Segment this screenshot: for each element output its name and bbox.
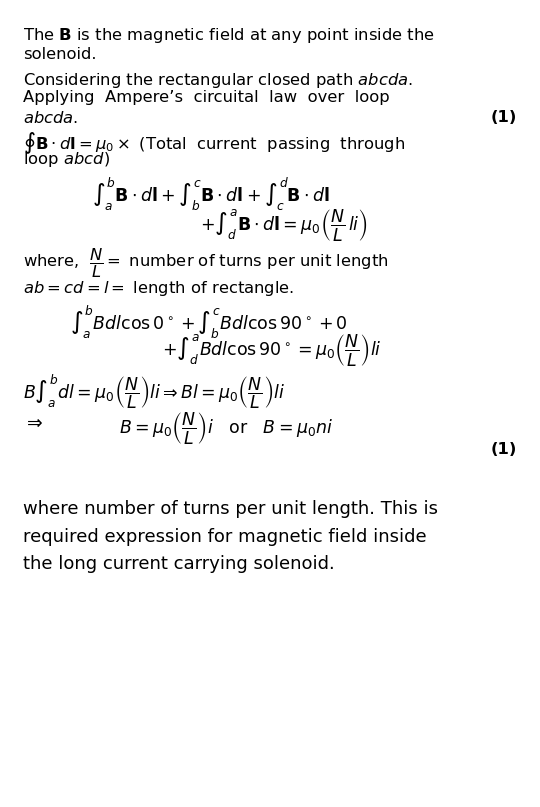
Text: $B \int_a^b dl = \mu_0 \left(\dfrac{N}{L}\right) li \Rightarrow Bl = \mu_0 \left: $B \int_a^b dl = \mu_0 \left(\dfrac{N}{L… bbox=[23, 373, 285, 412]
Text: the long current carrying solenoid.: the long current carrying solenoid. bbox=[23, 555, 334, 573]
Text: where number of turns per unit length. This is: where number of turns per unit length. T… bbox=[23, 500, 438, 518]
Text: solenoid.: solenoid. bbox=[23, 47, 96, 62]
Text: $\int_a^b Bdl\cos 0^\circ + \int_b^c Bdl\cos 90^\circ + 0$: $\int_a^b Bdl\cos 0^\circ + \int_b^c Bdl… bbox=[70, 303, 348, 341]
Text: $+ \int_d^a \mathbf{B} \cdot d\mathbf{l} = \mu_0 \left(\dfrac{N}{L}\, li\right)$: $+ \int_d^a \mathbf{B} \cdot d\mathbf{l}… bbox=[200, 207, 368, 243]
Text: $\oint \mathbf{B} \cdot d\mathbf{l} = \mu_0 \times$ (Total  current  passing  th: $\oint \mathbf{B} \cdot d\mathbf{l} = \m… bbox=[23, 131, 405, 157]
Text: Applying  Ampere’s  circuital  law  over  loop: Applying Ampere’s circuital law over loo… bbox=[23, 90, 389, 106]
Text: where,  $\dfrac{N}{L} =$ number of turns per unit length: where, $\dfrac{N}{L} =$ number of turns … bbox=[23, 247, 388, 280]
Text: $+ \int_d^a Bdl\cos 90^\circ = \mu_0 \left(\dfrac{N}{L}\right) li$: $+ \int_d^a Bdl\cos 90^\circ = \mu_0 \le… bbox=[162, 332, 382, 369]
Text: $\mathit{abcda}$.: $\mathit{abcda}$. bbox=[23, 110, 78, 126]
Text: $B = \mu_0 \left(\dfrac{N}{L}\right) i$   or   $B = \mu_0 ni$: $B = \mu_0 \left(\dfrac{N}{L}\right) i$ … bbox=[119, 410, 333, 446]
Text: $\Rightarrow$: $\Rightarrow$ bbox=[23, 413, 43, 433]
Text: Considering the rectangular closed path $\mathit{abcda}$.: Considering the rectangular closed path … bbox=[23, 71, 413, 90]
Text: $\int_a^b \mathbf{B} \cdot d\mathbf{l} + \int_b^c \mathbf{B} \cdot d\mathbf{l} +: $\int_a^b \mathbf{B} \cdot d\mathbf{l} +… bbox=[92, 176, 330, 213]
Text: (1): (1) bbox=[491, 110, 517, 125]
Text: loop $\mathit{abcd}$): loop $\mathit{abcd}$) bbox=[23, 150, 110, 169]
Text: The $\mathbf{B}$ is the magnetic field at any point inside the: The $\mathbf{B}$ is the magnetic field a… bbox=[23, 26, 435, 45]
Text: required expression for magnetic field inside: required expression for magnetic field i… bbox=[23, 528, 426, 546]
Text: $ab = cd = l =$ length of rectangle.: $ab = cd = l =$ length of rectangle. bbox=[23, 279, 294, 299]
Text: (1): (1) bbox=[491, 442, 517, 458]
